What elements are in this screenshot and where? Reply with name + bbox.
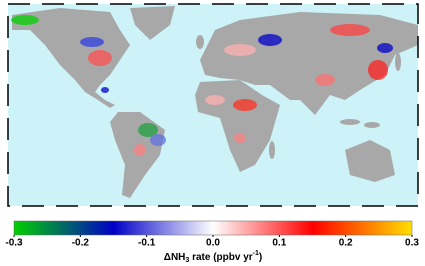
patch (233, 99, 257, 111)
colorbar-tick-label: 0.1 (272, 238, 286, 249)
rate-patches (11, 15, 393, 156)
label-part: ) (259, 252, 262, 263)
colorbar (13, 220, 413, 236)
patch (368, 60, 388, 80)
label-part: 3 (185, 257, 189, 264)
britain (196, 35, 204, 49)
patch (330, 24, 370, 36)
colorbar-tick-label: 0.2 (339, 238, 353, 249)
japan (395, 53, 401, 71)
patch (138, 123, 158, 137)
colorbar-tick-label: 0.0 (206, 238, 220, 249)
label-part: rate (ppbv yr (189, 252, 252, 263)
colorbar-tick-label: -0.3 (5, 238, 23, 249)
australia (345, 140, 395, 182)
patch (377, 43, 393, 53)
map-frame (7, 3, 419, 207)
patch (80, 37, 104, 47)
patch (11, 15, 39, 25)
patch (134, 144, 146, 156)
patch (315, 74, 335, 86)
patch (88, 50, 112, 66)
colorbar-tick-label: -0.2 (72, 238, 90, 249)
map (7, 3, 419, 207)
colorbar-label: ΔNH3 rate (ppbv yr-1) (164, 250, 262, 264)
eurasia (200, 12, 418, 115)
north-america (12, 8, 130, 108)
patch (258, 34, 282, 46)
patch (205, 95, 225, 105)
patch (234, 133, 246, 143)
colorbar-tick-label: -0.1 (138, 238, 156, 249)
patch (101, 87, 109, 93)
borneo (364, 122, 380, 128)
indonesia (340, 119, 360, 125)
patch (150, 134, 166, 146)
madagascar (269, 141, 275, 159)
greenland (130, 6, 175, 40)
label-part: ΔNH (164, 252, 186, 263)
label-part: -1 (253, 250, 259, 257)
patch (224, 44, 256, 56)
colorbar-tick-label: 0.3 (405, 238, 419, 249)
